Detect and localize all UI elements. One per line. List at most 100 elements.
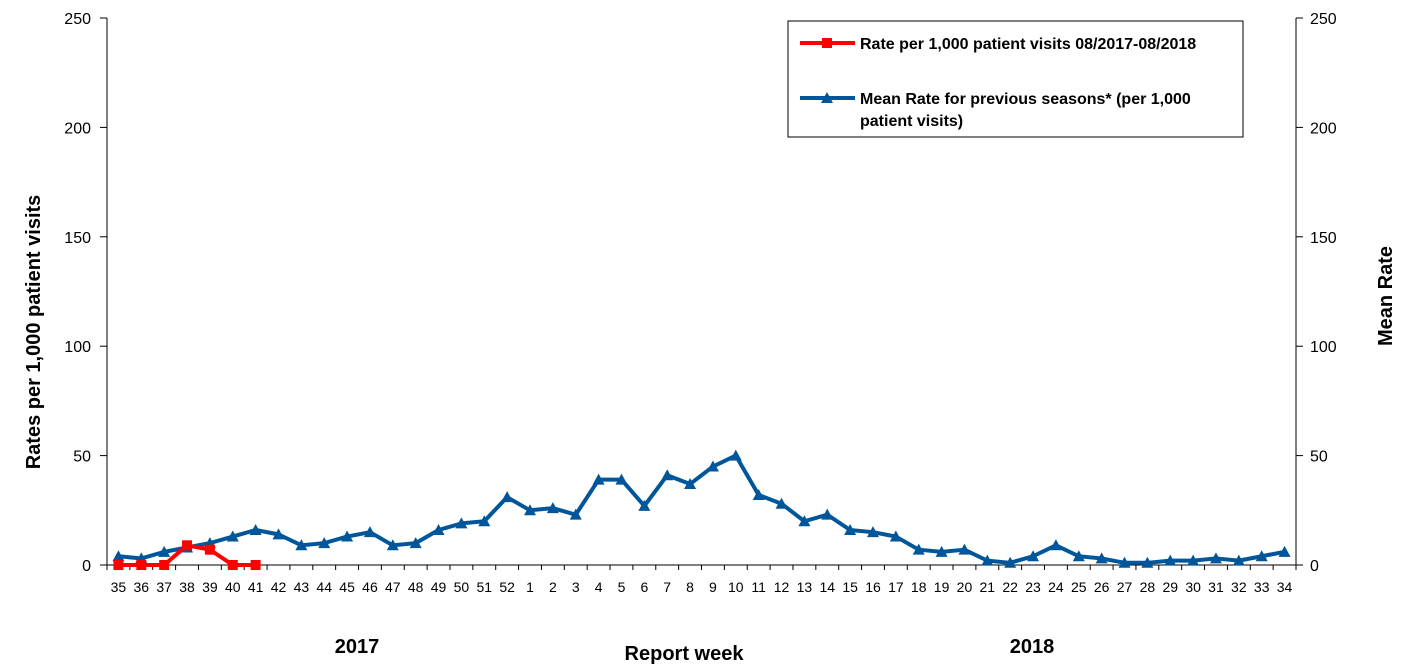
legend-label: Rate per 1,000 patient visits 08/2017-08…: [860, 36, 1196, 53]
x-tick-label: 20: [957, 579, 973, 595]
x-tick-label: 30: [1185, 579, 1201, 595]
x-tick-label: 43: [294, 579, 310, 595]
x-axis-title: Report week: [625, 643, 745, 665]
x-tick-label: 16: [865, 579, 881, 595]
data-point-triangle: [318, 537, 331, 549]
data-point-triangle: [363, 526, 376, 538]
data-point-triangle: [341, 530, 354, 542]
x-tick-label: 14: [819, 579, 835, 595]
x-tick-label: 52: [499, 579, 515, 595]
x-tick-label: 40: [225, 579, 241, 595]
data-point-triangle: [1187, 554, 1200, 566]
data-point-triangle: [1118, 556, 1131, 568]
x-tick-label: 21: [980, 579, 996, 595]
x-tick-label: 41: [248, 579, 264, 595]
y2-tick-label: 100: [1310, 339, 1337, 356]
y-tick-label: 50: [73, 449, 91, 466]
data-point-square: [204, 544, 215, 555]
x-tick-label: 31: [1208, 579, 1224, 595]
data-point-triangle: [112, 550, 125, 562]
year-label-2017: 2017: [335, 636, 380, 658]
legend-entry: Mean Rate for previous seasons* (per 1,0…: [800, 91, 1191, 130]
x-tick-label: 42: [271, 579, 287, 595]
x-tick-label: 13: [797, 579, 813, 595]
x-tick-label: 50: [454, 579, 470, 595]
data-point-triangle: [226, 530, 239, 542]
data-point-triangle: [889, 530, 902, 542]
legend-swatch-marker: [821, 92, 833, 103]
x-tick-label: 38: [179, 579, 195, 595]
data-point-triangle: [158, 545, 171, 557]
data-point-square: [113, 560, 124, 570]
x-tick-label: 25: [1071, 579, 1087, 595]
data-point-triangle: [981, 554, 994, 566]
x-tick-label: 44: [316, 579, 332, 595]
y-tick-label: 150: [64, 230, 91, 247]
data-point-triangle: [1049, 539, 1062, 551]
x-tick-label: 2: [549, 579, 557, 595]
x-tick-label: 4: [595, 579, 603, 595]
x-tick-label: 49: [431, 579, 447, 595]
data-point-triangle: [1164, 554, 1177, 566]
y-axis-title: Rates per 1,000 patient visits: [23, 195, 45, 470]
data-point-triangle: [958, 543, 971, 555]
data-point-triangle: [1072, 550, 1085, 562]
x-tick-label: 12: [774, 579, 790, 595]
x-tick-label: 5: [618, 579, 626, 595]
data-point-triangle: [432, 523, 445, 535]
x-tick-label: 11: [751, 579, 766, 595]
data-point-triangle: [798, 515, 811, 527]
x-tick-label: 28: [1140, 579, 1156, 595]
legend-label: patient visits): [860, 113, 963, 130]
data-point-triangle: [524, 504, 537, 516]
x-tick-label: 8: [686, 579, 694, 595]
x-tick-label: 10: [728, 579, 744, 595]
x-tick-label: 1: [526, 579, 534, 595]
x-tick-label: 22: [1002, 579, 1018, 595]
data-point-triangle: [615, 473, 628, 485]
data-point-triangle: [912, 543, 925, 555]
data-point-triangle: [1209, 552, 1222, 564]
data-point-triangle: [729, 449, 742, 461]
data-point-triangle: [1141, 556, 1154, 568]
data-point-triangle: [546, 502, 559, 514]
data-point-triangle: [706, 460, 719, 472]
y2-tick-label: 50: [1310, 449, 1328, 466]
data-point-square: [136, 560, 147, 570]
data-point-triangle: [752, 488, 765, 500]
data-point-triangle: [684, 478, 697, 490]
legend-swatch-marker: [822, 38, 832, 48]
data-point-triangle: [1232, 554, 1245, 566]
data-point-triangle: [844, 523, 857, 535]
x-tick-label: 26: [1094, 579, 1110, 595]
data-point-triangle: [1278, 545, 1291, 557]
x-tick-label: 36: [134, 579, 150, 595]
x-tick-label: 29: [1162, 579, 1178, 595]
data-point-triangle: [1027, 550, 1040, 562]
data-point-triangle: [661, 469, 674, 481]
legend-entry: Rate per 1,000 patient visits 08/2017-08…: [800, 36, 1196, 53]
legend-label: Mean Rate for previous seasons* (per 1,0…: [860, 91, 1191, 108]
x-tick-label: 51: [476, 579, 492, 595]
data-point-triangle: [1095, 552, 1108, 564]
data-point-triangle: [386, 539, 399, 551]
x-tick-label: 15: [842, 579, 858, 595]
data-point-triangle: [295, 539, 308, 551]
x-tick-label: 33: [1254, 579, 1270, 595]
data-point-triangle: [638, 499, 651, 511]
x-tick-label: 23: [1025, 579, 1041, 595]
data-point-square: [159, 560, 170, 570]
data-point-triangle: [501, 491, 514, 503]
data-point-triangle: [592, 473, 605, 485]
x-tick-label: 19: [934, 579, 950, 595]
data-point-triangle: [409, 537, 422, 549]
data-point-square: [182, 540, 193, 551]
x-tick-label: 6: [640, 579, 648, 595]
y2-tick-label: 250: [1310, 11, 1337, 28]
x-tick-label: 17: [888, 579, 904, 595]
data-point-triangle: [866, 526, 879, 538]
series-mean-rate: [112, 449, 1291, 568]
x-tick-label: 48: [408, 579, 424, 595]
